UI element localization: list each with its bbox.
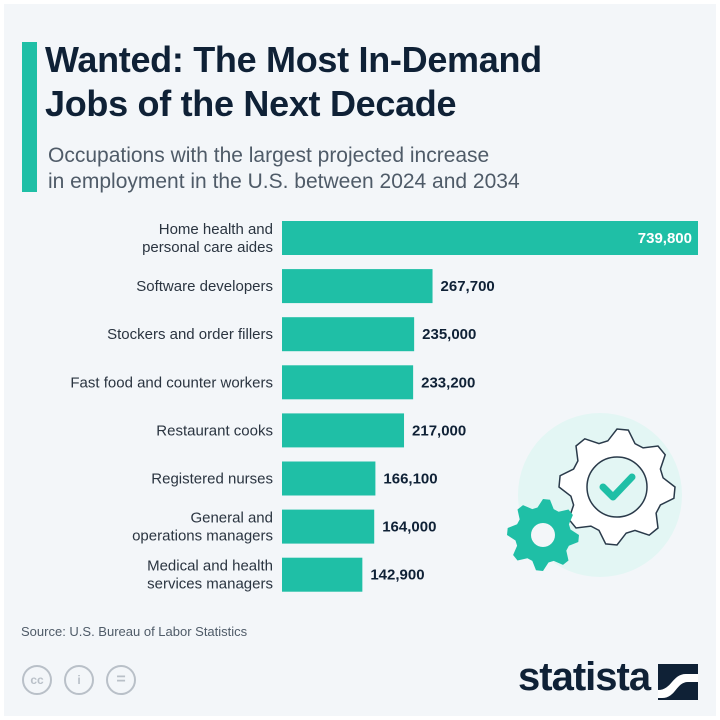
bar	[282, 509, 375, 544]
bar	[282, 557, 363, 592]
value-label: 267,700	[441, 278, 495, 295]
category-label: services managers	[147, 576, 273, 593]
category-label: Software developers	[136, 278, 273, 295]
bar	[282, 317, 415, 352]
source-note: Source: U.S. Bureau of Labor Statistics	[21, 624, 248, 639]
by-icon[interactable]: i	[64, 665, 94, 695]
value-label: 233,200	[421, 374, 475, 391]
title-accent-bar	[22, 42, 37, 192]
bar	[282, 413, 405, 448]
category-label: Stockers and order fillers	[107, 326, 273, 343]
category-label: Home health and	[159, 221, 273, 238]
gears-illustration	[507, 413, 682, 577]
value-label: 739,800	[638, 230, 692, 247]
value-label: 166,100	[383, 471, 437, 488]
category-label: Fast food and counter workers	[70, 374, 273, 391]
page-title: Wanted: The Most In-Demand Jobs of the N…	[45, 38, 542, 126]
category-label: operations managers	[132, 528, 273, 545]
large-gear-icon	[558, 428, 676, 546]
statista-logo-mark-icon	[658, 664, 698, 700]
bar	[282, 269, 433, 304]
category-label: Medical and health	[147, 558, 273, 575]
category-label: Restaurant cooks	[156, 422, 273, 439]
checkmark-icon	[599, 473, 636, 501]
value-label: 217,000	[412, 422, 466, 439]
cc-icon[interactable]: cc	[22, 665, 52, 695]
bar	[282, 461, 376, 496]
title-line-1: Wanted: The Most In-Demand	[45, 39, 542, 80]
category-label: personal care aides	[142, 239, 273, 256]
value-label: 164,000	[382, 519, 436, 536]
subtitle-line-2: in employment in the U.S. between 2024 a…	[48, 170, 520, 193]
value-label: 142,900	[370, 567, 424, 584]
subtitle-line-1: Occupations with the largest projected i…	[48, 144, 490, 167]
small-gear-icon	[507, 499, 579, 571]
category-label: General and	[190, 510, 273, 527]
statista-logo: statista	[518, 655, 651, 699]
bar	[282, 221, 698, 255]
category-label: Registered nurses	[151, 471, 273, 488]
title-line-2: Jobs of the Next Decade	[45, 83, 457, 124]
nd-icon[interactable]: =	[106, 665, 136, 695]
subtitle: Occupations with the largest projected i…	[48, 143, 520, 195]
bar	[282, 365, 414, 400]
value-label: 235,000	[422, 326, 476, 343]
infographic-card	[4, 4, 716, 716]
